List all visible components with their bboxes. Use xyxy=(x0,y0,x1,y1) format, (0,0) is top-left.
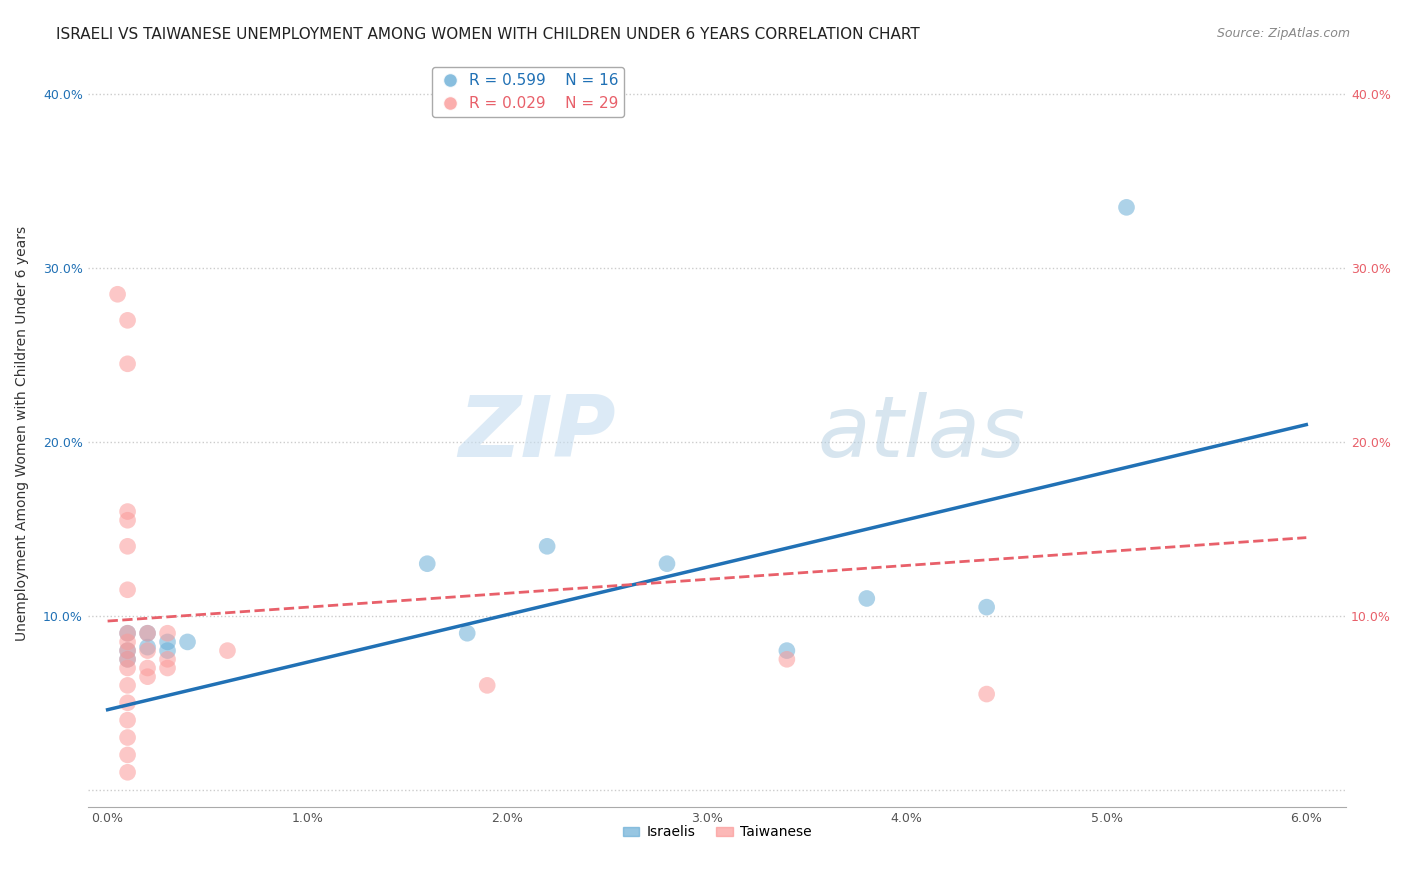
Point xyxy=(117,582,139,597)
Point xyxy=(776,652,799,666)
Point xyxy=(136,626,159,640)
Point xyxy=(156,635,179,649)
Point xyxy=(117,747,139,762)
Y-axis label: Unemployment Among Women with Children Under 6 years: Unemployment Among Women with Children U… xyxy=(15,226,30,640)
Point xyxy=(776,643,799,657)
Point xyxy=(117,661,139,675)
Point xyxy=(156,652,179,666)
Point xyxy=(117,643,139,657)
Point xyxy=(217,643,239,657)
Point xyxy=(976,600,998,615)
Point xyxy=(117,765,139,780)
Point xyxy=(136,670,159,684)
Point xyxy=(117,652,139,666)
Point xyxy=(117,652,139,666)
Point xyxy=(136,643,159,657)
Point xyxy=(855,591,877,606)
Point xyxy=(976,687,998,701)
Point xyxy=(117,678,139,692)
Point xyxy=(117,713,139,727)
Text: ZIP: ZIP xyxy=(458,392,616,475)
Point xyxy=(136,640,159,654)
Point xyxy=(117,513,139,527)
Point xyxy=(117,696,139,710)
Point xyxy=(156,643,179,657)
Point xyxy=(416,557,439,571)
Point xyxy=(156,626,179,640)
Text: ISRAELI VS TAIWANESE UNEMPLOYMENT AMONG WOMEN WITH CHILDREN UNDER 6 YEARS CORREL: ISRAELI VS TAIWANESE UNEMPLOYMENT AMONG … xyxy=(56,27,920,42)
Point xyxy=(117,539,139,553)
Point xyxy=(117,626,139,640)
Point xyxy=(456,626,478,640)
Point xyxy=(117,357,139,371)
Text: atlas: atlas xyxy=(818,392,1025,475)
Point xyxy=(536,539,558,553)
Point xyxy=(136,661,159,675)
Point xyxy=(117,731,139,745)
Text: Source: ZipAtlas.com: Source: ZipAtlas.com xyxy=(1216,27,1350,40)
Point xyxy=(117,504,139,518)
Point xyxy=(156,661,179,675)
Point xyxy=(655,557,678,571)
Point xyxy=(117,626,139,640)
Point xyxy=(477,678,499,692)
Point xyxy=(117,643,139,657)
Point xyxy=(117,635,139,649)
Point xyxy=(176,635,198,649)
Point xyxy=(117,313,139,327)
Point xyxy=(107,287,129,301)
Point xyxy=(136,626,159,640)
Point xyxy=(1115,200,1137,214)
Legend: Israelis, Taiwanese: Israelis, Taiwanese xyxy=(617,820,817,845)
